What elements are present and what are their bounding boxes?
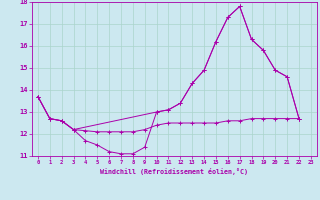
X-axis label: Windchill (Refroidissement éolien,°C): Windchill (Refroidissement éolien,°C) xyxy=(100,168,248,175)
